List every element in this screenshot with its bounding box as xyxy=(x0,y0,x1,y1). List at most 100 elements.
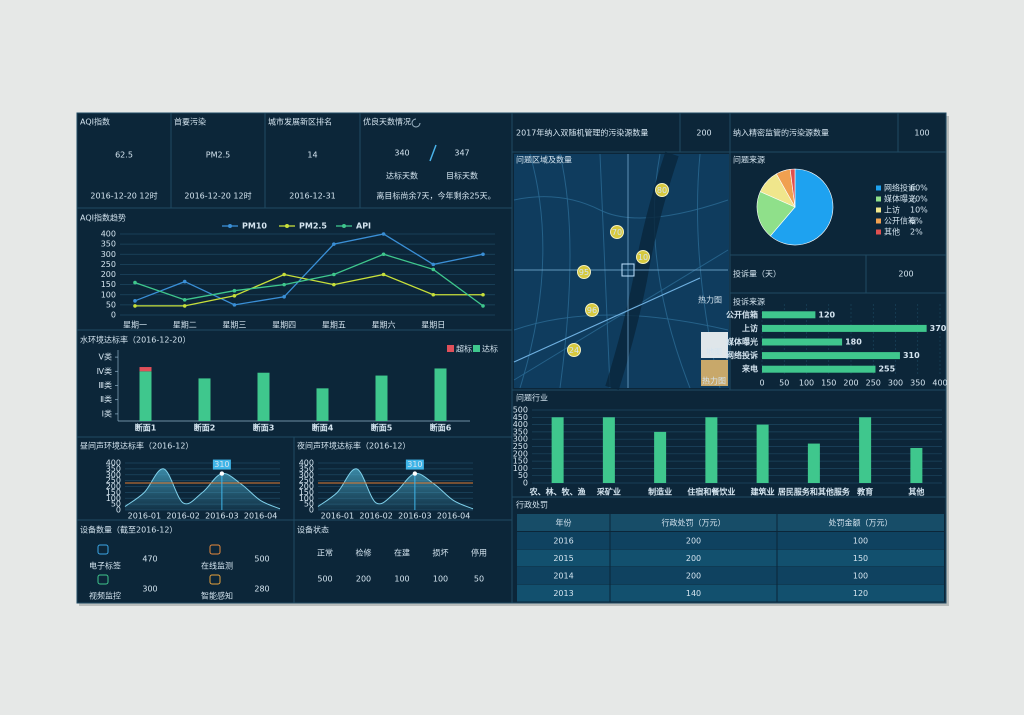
map-route xyxy=(513,277,701,363)
y-tick-label: 200 xyxy=(513,449,528,458)
bar xyxy=(762,365,876,373)
x-tick-label: 断面2 xyxy=(194,423,216,433)
point xyxy=(332,242,336,246)
kpi-label: 优良天数情况 xyxy=(363,117,411,127)
map-target xyxy=(621,263,635,277)
chart-title: AQI指数趋势 xyxy=(80,213,126,223)
y-tick-label: 50 xyxy=(106,300,116,309)
legend-value: 20% xyxy=(910,195,928,204)
map-button-label[interactable]: 热力图 xyxy=(702,376,726,386)
point xyxy=(381,252,386,257)
legend-swatch xyxy=(876,229,881,235)
table-cell: 200 xyxy=(686,554,701,563)
x-tick-label: 断面6 xyxy=(430,423,452,433)
y-tick-label: 250 xyxy=(106,476,121,485)
kpi-label: 首要污染 xyxy=(174,117,206,127)
map-button[interactable] xyxy=(701,332,728,358)
count-value: 100 xyxy=(914,129,929,138)
bar xyxy=(375,375,388,421)
y-tick-label: 250 xyxy=(101,260,116,269)
legend-label: 上访 xyxy=(884,205,900,215)
table-cell: 100 xyxy=(853,537,868,546)
point xyxy=(481,252,485,257)
point xyxy=(381,232,386,236)
y-tick-label: 公开信箱 xyxy=(726,309,758,319)
panel xyxy=(679,112,731,153)
point xyxy=(182,279,187,284)
point xyxy=(282,294,286,299)
x-tick-label: 采矿业 xyxy=(596,487,621,497)
y-tick-label: 媒体曝光 xyxy=(725,337,758,347)
y-tick-label: 350 xyxy=(513,427,528,436)
highlight-label: 310 xyxy=(407,460,422,469)
table-cell: 2013 xyxy=(553,589,573,598)
y-tick-label: 350 xyxy=(299,464,314,473)
device-icon xyxy=(209,544,221,555)
legend-swatch xyxy=(228,224,232,228)
table-cell: 2014 xyxy=(553,572,573,581)
legend-label: 网络投诉 xyxy=(884,183,916,193)
x-tick-label: 星期六 xyxy=(372,320,396,330)
y-tick-label: 400 xyxy=(299,459,314,468)
bar xyxy=(762,324,927,332)
y-tick-label: 100 xyxy=(513,464,528,473)
table-cell: 140 xyxy=(686,589,701,598)
point xyxy=(431,292,436,297)
x-tick-label: 星期四 xyxy=(272,321,296,330)
kpi-value: 347 xyxy=(454,149,469,158)
bar xyxy=(654,431,667,483)
map-button[interactable] xyxy=(701,360,728,386)
map-road xyxy=(653,153,691,389)
y-tick-label: Ⅴ类 xyxy=(99,352,112,362)
kpi-label: 城市发展新区排名 xyxy=(268,117,332,127)
point xyxy=(182,298,187,302)
y-tick-label: 0 xyxy=(309,506,314,515)
bar xyxy=(910,447,923,483)
x-tick-label: 300 xyxy=(888,379,903,388)
y-tick-label: 100 xyxy=(106,494,121,503)
status-label: 在建 xyxy=(394,548,410,558)
y-tick-label: 0 xyxy=(111,311,116,320)
y-tick-label: 100 xyxy=(299,494,314,503)
device-icon xyxy=(209,574,221,585)
panel-title: 问题区域及数量 xyxy=(516,155,572,165)
y-tick-label: 200 xyxy=(101,270,116,279)
map-road xyxy=(559,153,571,389)
kpi-value: PM2.5 xyxy=(206,151,230,160)
x-tick-label: 0 xyxy=(759,379,764,388)
bar xyxy=(756,424,769,483)
x-tick-label: 50 xyxy=(779,379,789,388)
legend-swatch xyxy=(473,345,480,352)
y-tick-label: 300 xyxy=(299,470,314,479)
y-tick-label: 50 xyxy=(111,500,121,509)
device-icon xyxy=(97,544,109,555)
x-tick-label: 250 xyxy=(866,379,881,388)
legend-value: 6% xyxy=(910,217,923,226)
bar xyxy=(257,372,270,421)
y-tick-label: 50 xyxy=(304,500,314,509)
panel xyxy=(729,254,867,294)
panel-title: 设备数量（截至2016-12） xyxy=(80,525,177,535)
map-button-label[interactable]: 地图 xyxy=(706,347,722,357)
table-row xyxy=(517,584,944,602)
x-tick-label: 星期三 xyxy=(222,321,246,330)
data-label: 180 xyxy=(845,338,862,347)
point xyxy=(133,299,137,303)
y-tick-label: 500 xyxy=(513,406,528,415)
y-tick-label: 0 xyxy=(116,506,121,515)
highlight-point xyxy=(219,471,225,476)
device-value: 300 xyxy=(142,585,157,594)
panel xyxy=(897,112,947,153)
x-tick-label: 农、林、牧、渔 xyxy=(529,487,586,497)
bar xyxy=(705,417,718,483)
legend-label: 超标 xyxy=(456,344,472,354)
marker-label: 10 xyxy=(638,253,648,262)
legend-label: PM10 xyxy=(242,222,267,231)
area-line xyxy=(317,468,474,510)
y-tick-label: 300 xyxy=(106,470,121,479)
chart-title: 问题来源 xyxy=(733,156,765,165)
y-tick-label: 300 xyxy=(513,435,528,444)
legend-label: PM2.5 xyxy=(299,222,327,231)
legend-swatch xyxy=(342,224,346,228)
x-tick-label: 2016-01 xyxy=(321,512,354,521)
